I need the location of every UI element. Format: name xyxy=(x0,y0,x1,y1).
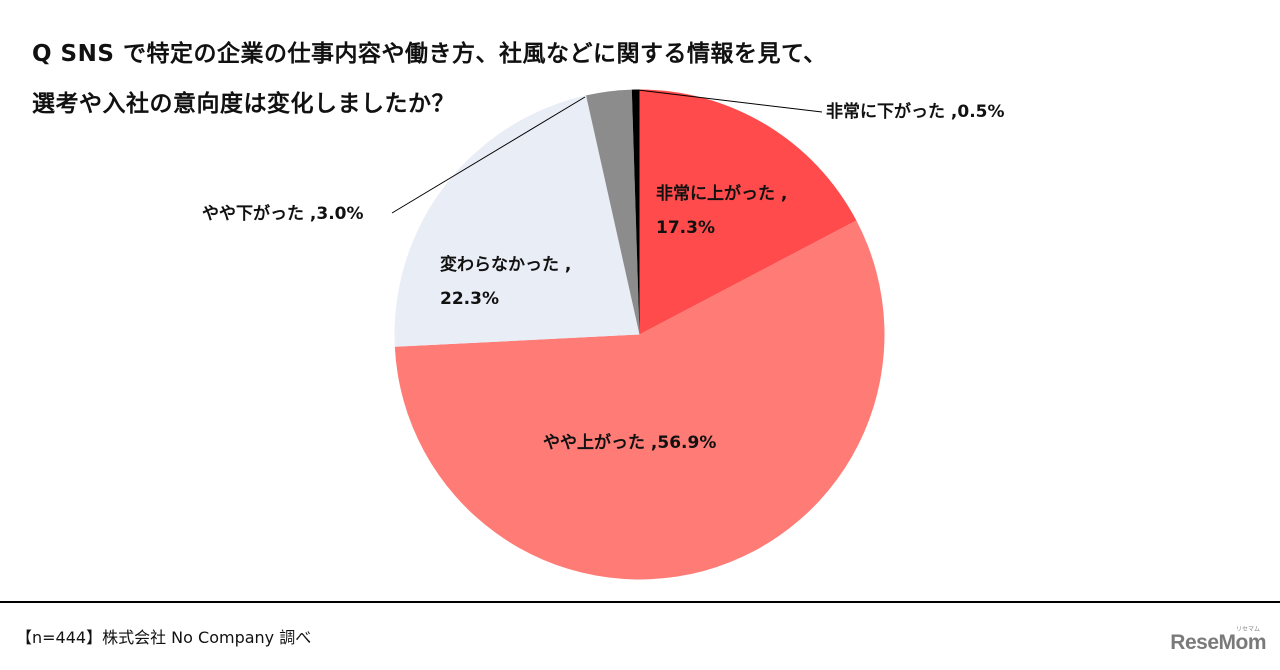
label-somewhat-down: やや下がった ,3.0% xyxy=(202,204,364,224)
slice-somewhat-down xyxy=(586,89,640,335)
label-very-down: 非常に下がった ,0.5% xyxy=(826,102,1005,122)
chart-title-line2: 選考や入社の意向度は変化しましたか？ xyxy=(32,91,455,117)
label-no-change-name: 変わらなかった , xyxy=(440,255,572,275)
leader-line-somewhat-down xyxy=(391,96,586,214)
slice-no-change xyxy=(394,95,640,347)
resemom-logo: リセマム ReseMom xyxy=(1170,627,1266,655)
logo-text: ReseMom xyxy=(1170,631,1266,654)
pie-chart xyxy=(391,89,885,580)
label-very-up-name: 非常に上がった , xyxy=(656,184,788,204)
label-no-change-value: 22.3% xyxy=(440,289,499,309)
slice-very-up xyxy=(639,89,857,335)
chart-title-line1: Q SNS で特定の企業の仕事内容や働き方、社風などに関する情報を見て、 xyxy=(32,41,827,67)
pie-slices xyxy=(394,89,885,580)
label-very-up: 非常に上がった , 17.3% xyxy=(656,177,787,245)
leader-line-very-down xyxy=(637,89,823,113)
survey-note: 【n=444】株式会社 No Company 調べ xyxy=(16,628,312,647)
label-no-change: 変わらなかった , 22.3% xyxy=(440,248,571,316)
footer-divider xyxy=(0,601,1280,603)
label-somewhat-up: やや上がった ,56.9% xyxy=(543,433,717,453)
slice-very-down xyxy=(631,89,640,335)
label-very-up-value: 17.3% xyxy=(656,218,715,238)
slice-somewhat-up xyxy=(394,220,885,580)
logo-kana: リセマム xyxy=(1235,627,1260,633)
